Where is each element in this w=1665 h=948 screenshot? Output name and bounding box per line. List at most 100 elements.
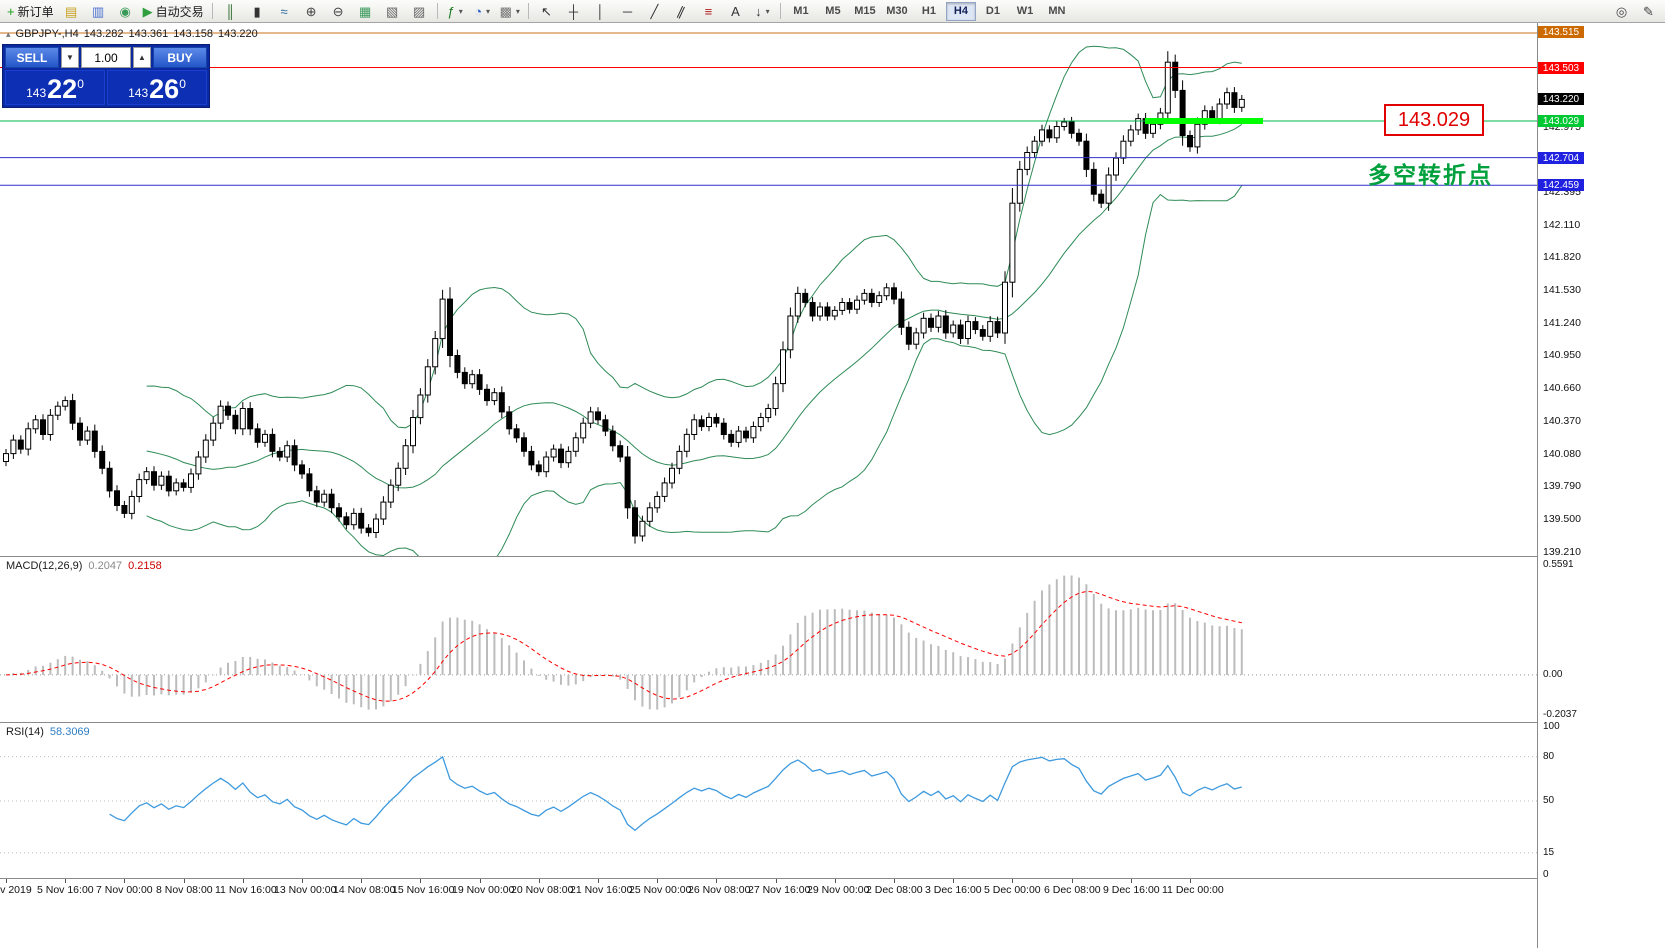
edit-button[interactable]: ✎ [1635,1,1662,22]
timeframe-m1[interactable]: M1 [793,5,809,17]
vertical-line-icon: │ [596,3,605,19]
chart-shift-button[interactable]: ▨ [406,1,433,22]
templates-button[interactable]: ▩ ▾ [496,1,524,22]
chevron-down-icon: ▾ [486,6,491,16]
main-chart-panel[interactable]: ▴ GBPJPY-,H4 143.282 143.361 143.158 143… [0,23,1537,556]
rsi-canvas[interactable] [0,723,1537,878]
price-tick-141.820: 141.820 [1543,251,1581,263]
timeframe-m5[interactable]: M5 [825,5,841,17]
channel-button[interactable]: ∥ [668,1,695,22]
macd-title: MACD(12,26,9) [6,560,83,572]
toolbar: + 新订单 ▤ ▥ ◉ ▶ 自动交易 ║ ▮ ≈ ⊕ ⊖ ▦ ▧ ▨ ƒ ▾ ◔ ▾ ▩ ▾ ↖ ┼ │ ─ ╱ ∥ ≡ A ↓ ▾ M1 M5… [0,0,1665,23]
time-label: 6 Dec 08:00 [1044,884,1101,896]
time-label: 9 Dec 16:00 [1103,884,1160,896]
chevron-down-icon: ▾ [458,6,463,16]
bar-chart-button[interactable]: ║ [217,1,244,22]
trendline-icon: ╱ [650,3,659,19]
data-window-button[interactable]: ◉ [112,1,139,22]
timeframe-m15[interactable]: M15 [854,5,876,17]
bollinger-lower-band [146,185,1243,556]
bid-point-digit: 0 [77,77,84,91]
crosshair-button[interactable]: ┼ [560,1,587,22]
lot-increase-button[interactable]: ▲ [133,47,151,68]
turning-point-annotation[interactable]: 多空转折点 [1368,162,1493,188]
indicators-button[interactable]: ƒ ▾ [442,1,469,22]
chevron-down-icon: ▾ [765,6,770,16]
zoom-out-button[interactable]: ⊖ [325,1,352,22]
periods-button[interactable]: ◔ ▾ [469,1,496,22]
candlesticks [3,51,1245,544]
new-order-icon: + [7,3,15,19]
cursor-button[interactable]: ↖ [533,1,560,22]
search-icon: ◎ [1615,3,1628,19]
macd-scale-0.00: 0.00 [1543,669,1563,680]
text-button[interactable]: A [722,1,749,22]
horizontal-line-icon: ─ [622,3,633,19]
rsi-scale-0: 0 [1543,869,1549,880]
time-label: 2 Dec 08:00 [866,884,923,896]
macd-panel[interactable]: MACD(12,26,9) 0.2047 0.2158 [0,556,1537,722]
time-axis[interactable]: 3 Nov 2019 5 Nov 16:007 Nov 00:008 Nov 08… [0,878,1537,948]
time-label: 29 Nov 00:00 [807,884,870,896]
bollinger-upper-band [146,45,1242,429]
zoom-in-icon: ⊕ [305,3,317,19]
timeframe-m30[interactable]: M30 [886,5,908,17]
time-tick [1012,879,1013,883]
new-order-button-label: 新订单 [17,4,54,19]
search-button[interactable]: ◎ [1608,1,1635,22]
zoom-in-button[interactable]: ⊕ [298,1,325,22]
new-order-button[interactable]: + 新订单 [3,1,58,22]
lot-size-input[interactable]: 1.00 [81,47,131,68]
rsi-scale-50: 50 [1543,795,1555,806]
fibonacci-button[interactable]: ≡ [695,1,722,22]
indicators-icon: ƒ [447,3,455,19]
candlestick-chart-button[interactable]: ▮ [244,1,271,22]
price-scale[interactable]: 142.975 142.395 142.110 141.820 141.530 141.2… [1537,23,1665,948]
time-tick [480,879,481,883]
time-label: 27 Nov 16:00 [748,884,811,896]
rsi-scale-15: 15 [1543,847,1555,858]
ohlc-open: 143.282 [83,28,124,40]
time-tick [184,879,185,883]
symbol-chart-icon: ▴ [6,28,11,39]
profiles-button[interactable]: ▥ [85,1,112,22]
macd-canvas[interactable] [0,557,1537,722]
auto-scroll-button[interactable]: ▧ [379,1,406,22]
buy-button[interactable]: BUY [153,47,207,68]
timeframe-h4[interactable]: H4 [945,1,976,21]
profiles-icon: ▥ [91,3,105,19]
time-tick [598,879,599,883]
autotrading-button-label: 自动交易 [155,4,204,19]
arrows-button[interactable]: ↓ ▾ [749,1,776,22]
time-label: 3 Dec 16:00 [925,884,982,896]
new-chart-button[interactable]: ▤ [58,1,85,22]
timeframe-w1[interactable]: W1 [1016,5,1034,17]
vertical-line-button[interactable]: │ [587,1,614,22]
lot-decrease-button[interactable]: ▼ [61,47,79,68]
line-chart-button[interactable]: ≈ [271,1,298,22]
time-label: 7 Nov 00:00 [96,884,153,896]
tile-windows-button[interactable]: ▦ [352,1,379,22]
sell-button[interactable]: SELL [5,47,59,68]
level-143029-thick-segment[interactable] [1145,118,1263,124]
timeframe-h1[interactable]: H1 [921,5,936,17]
toolbar-separator [211,3,213,19]
rsi-panel[interactable]: RSI(14) 58.3069 [0,722,1537,878]
time-tick [1190,879,1191,883]
price-callout-label[interactable]: 143.029 [1384,104,1484,136]
time-tick [420,879,421,883]
autotrading-button[interactable]: ▶ 自动交易 [139,1,208,22]
time-tick [243,879,244,883]
chevron-down-icon: ▾ [515,6,520,16]
timeframe-d1[interactable]: D1 [985,5,1000,17]
trendline-button[interactable]: ╱ [641,1,668,22]
chart-canvas[interactable] [0,23,1537,556]
timeframe-mn[interactable]: MN [1048,5,1066,17]
time-label: 8 Nov 08:00 [156,884,213,896]
line-chart-icon: ≈ [280,3,288,19]
rsi-value: 58.3069 [49,726,90,738]
time-label: 26 Nov 08:00 [688,884,751,896]
time-label: 5 Nov 16:00 [37,884,94,896]
horizontal-line-button[interactable]: ─ [614,1,641,22]
